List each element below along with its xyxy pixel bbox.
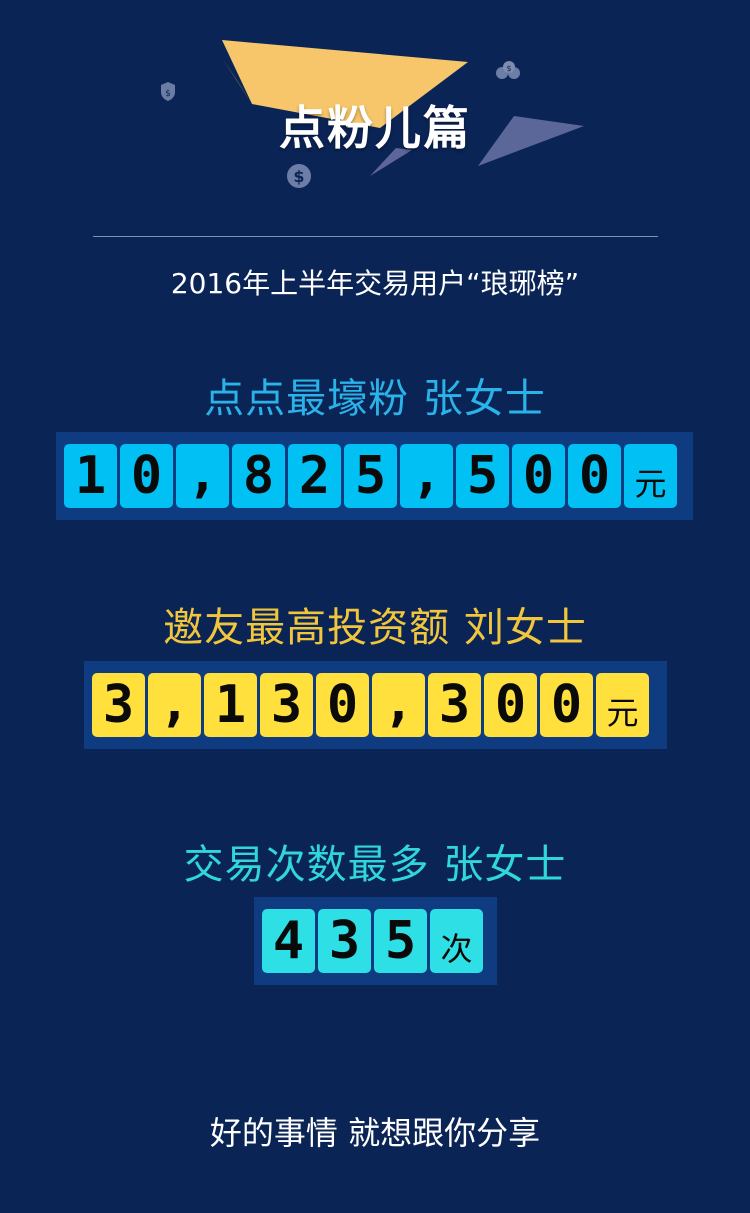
counter-digit-tile: 8 xyxy=(232,444,285,508)
counter-digit-tile: 0 xyxy=(120,444,173,508)
counter-comma-tile: , xyxy=(176,444,229,508)
gold-ribbon-fold xyxy=(222,58,252,104)
counter-digit-tile: 3 xyxy=(260,673,313,737)
counter-digit-tile: 5 xyxy=(374,909,427,973)
svg-text:$: $ xyxy=(165,89,171,99)
counter-digit-tile: 5 xyxy=(456,444,509,508)
money-bags-icon: $ xyxy=(496,61,520,79)
svg-text:$: $ xyxy=(506,64,511,73)
counter-digit-tile: 1 xyxy=(64,444,117,508)
divider xyxy=(93,236,658,237)
svg-text:$: $ xyxy=(293,167,304,186)
purple-slash-left xyxy=(370,148,412,176)
counter-digit-tile: 0 xyxy=(512,444,565,508)
page-title: 点粉儿篇 xyxy=(279,101,471,155)
subtitle: 2016年上半年交易用户“琅琊榜” xyxy=(170,267,580,300)
counter-digit-tile: 3 xyxy=(318,909,371,973)
counter-digit-tile: 0 xyxy=(568,444,621,508)
counter-digit-tile: 0 xyxy=(484,673,537,737)
footer-tagline: 好的事情 就想跟你分享 xyxy=(209,1114,541,1152)
counter-digit-tile: 0 xyxy=(316,673,369,737)
counter-digit-tile: 0 xyxy=(540,673,593,737)
hero-banner: $ $ $ 点粉儿篇 xyxy=(0,0,750,230)
counter-unit-tile: 元 xyxy=(596,673,649,737)
counter-comma-tile: , xyxy=(372,673,425,737)
counter-unit-tile: 元 xyxy=(624,444,677,508)
section-2-label: 邀友最高投资额 刘女士 xyxy=(163,605,587,651)
hero-graphic: $ $ $ xyxy=(161,40,584,188)
dollar-coin-icon: $ xyxy=(287,164,311,188)
shield-icon: $ xyxy=(161,82,175,101)
counter-comma-tile: , xyxy=(400,444,453,508)
counter-digit-tile: 5 xyxy=(344,444,397,508)
counter-digit-tile: 4 xyxy=(262,909,315,973)
counter-digit-tile: 3 xyxy=(92,673,145,737)
counter-digit-tile: 2 xyxy=(288,444,341,508)
section-1-label: 点点最壕粉 张女士 xyxy=(204,376,546,422)
purple-slash-right xyxy=(478,116,584,166)
counter-comma-tile: , xyxy=(148,673,201,737)
counter-digit-tile: 1 xyxy=(204,673,257,737)
gold-ribbon-shape xyxy=(222,40,468,128)
counter-unit-tile: 次 xyxy=(430,909,483,973)
section-3-label: 交易次数最多 张女士 xyxy=(183,842,567,888)
counter-digit-tile: 3 xyxy=(428,673,481,737)
